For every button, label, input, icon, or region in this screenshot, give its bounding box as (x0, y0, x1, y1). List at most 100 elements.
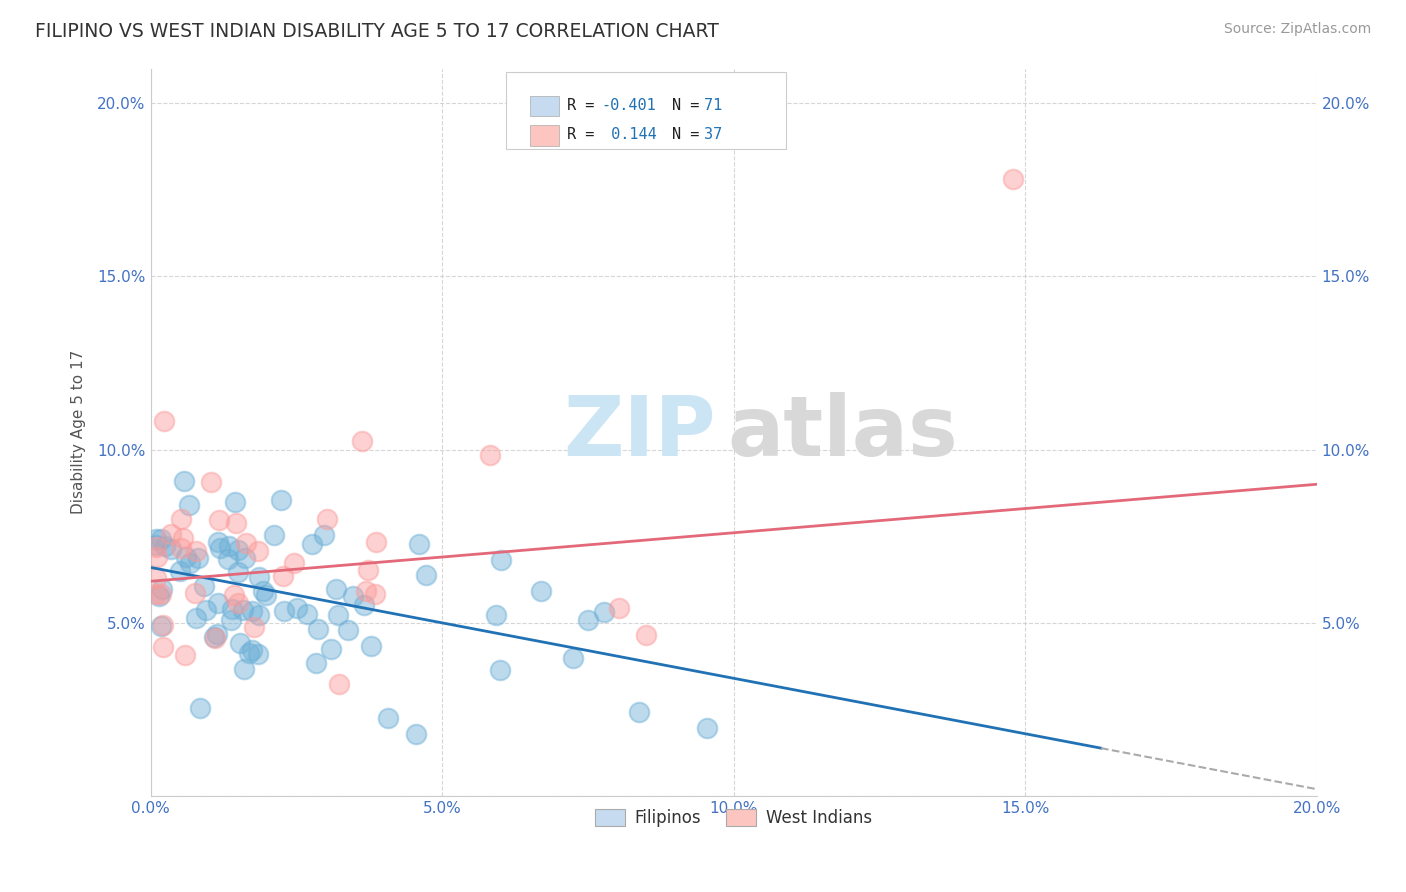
Point (325, 582, 347, 597)
Point (263, 528, 285, 542)
Text: -0.401: -0.401 (602, 98, 657, 112)
Point (179, 556, 201, 570)
Point (247, 570, 270, 584)
Point (233, 551, 256, 566)
Point (170, 511, 193, 525)
Point (238, 647, 260, 661)
Point (207, 534, 229, 549)
Point (204, 631, 226, 645)
Point (295, 607, 318, 621)
Text: N =: N = (672, 128, 709, 143)
Point (193, 579, 215, 593)
FancyBboxPatch shape (506, 72, 786, 149)
Point (478, 448, 501, 462)
Point (636, 627, 658, 641)
Point (405, 727, 427, 741)
Point (232, 662, 254, 676)
Point (184, 586, 207, 600)
Point (188, 700, 211, 714)
Point (240, 605, 263, 619)
Point (173, 474, 195, 488)
Point (328, 677, 350, 691)
Point (576, 613, 599, 627)
Point (222, 588, 245, 602)
Point (342, 589, 364, 603)
Point (628, 705, 651, 719)
Point (489, 663, 512, 677)
Point (174, 648, 197, 663)
Point (177, 498, 200, 512)
Text: R =: R = (567, 98, 603, 112)
Point (283, 556, 305, 570)
Point (235, 535, 257, 549)
Point (145, 532, 167, 546)
Text: ZIP: ZIP (564, 392, 716, 473)
Point (357, 563, 380, 577)
Point (207, 596, 229, 610)
Point (301, 537, 323, 551)
Point (187, 551, 209, 566)
Point (207, 513, 229, 527)
Point (224, 495, 246, 509)
Point (169, 564, 191, 578)
Point (172, 531, 194, 545)
Text: Source: ZipAtlas.com: Source: ZipAtlas.com (1223, 22, 1371, 37)
Point (184, 543, 207, 558)
Point (366, 534, 388, 549)
Point (226, 565, 249, 579)
Point (415, 567, 437, 582)
Point (270, 492, 292, 507)
Point (326, 608, 349, 623)
Text: N =: N = (672, 98, 709, 112)
Point (194, 603, 217, 617)
Point (530, 584, 553, 599)
Point (205, 626, 228, 640)
Y-axis label: Disability Age 5 to 17: Disability Age 5 to 17 (72, 351, 86, 515)
Point (145, 571, 167, 585)
Point (252, 584, 274, 599)
Point (408, 537, 430, 551)
Point (152, 640, 174, 654)
Point (256, 588, 278, 602)
Point (145, 587, 167, 601)
Point (226, 596, 249, 610)
Point (247, 607, 270, 622)
Point (149, 587, 172, 601)
Text: 71: 71 (704, 98, 723, 112)
Point (152, 618, 174, 632)
Point (150, 618, 173, 632)
Point (150, 582, 173, 596)
Point (352, 434, 374, 449)
Text: atlas: atlas (728, 392, 959, 473)
Point (319, 642, 342, 657)
Point (219, 613, 242, 627)
Point (186, 611, 208, 625)
Point (360, 640, 382, 654)
Point (160, 542, 183, 557)
Point (607, 601, 630, 615)
Point (243, 620, 266, 634)
Point (149, 532, 172, 546)
Point (200, 475, 222, 489)
Point (174, 549, 197, 564)
FancyBboxPatch shape (530, 126, 558, 146)
Point (209, 541, 232, 555)
Point (247, 647, 270, 661)
Point (170, 541, 193, 555)
Point (285, 601, 308, 615)
Text: 37: 37 (704, 128, 723, 143)
Point (145, 540, 167, 554)
Text: R =: R = (567, 128, 603, 143)
Point (152, 414, 174, 428)
Text: FILIPINO VS WEST INDIAN DISABILITY AGE 5 TO 17 CORRELATION CHART: FILIPINO VS WEST INDIAN DISABILITY AGE 5… (35, 22, 718, 41)
Point (229, 636, 252, 650)
Point (1002, 172, 1025, 186)
Point (489, 552, 512, 566)
Point (363, 587, 385, 601)
Point (314, 527, 336, 541)
Point (562, 651, 585, 665)
Point (593, 605, 616, 619)
Point (231, 602, 253, 616)
Point (240, 642, 263, 657)
Point (485, 607, 508, 622)
